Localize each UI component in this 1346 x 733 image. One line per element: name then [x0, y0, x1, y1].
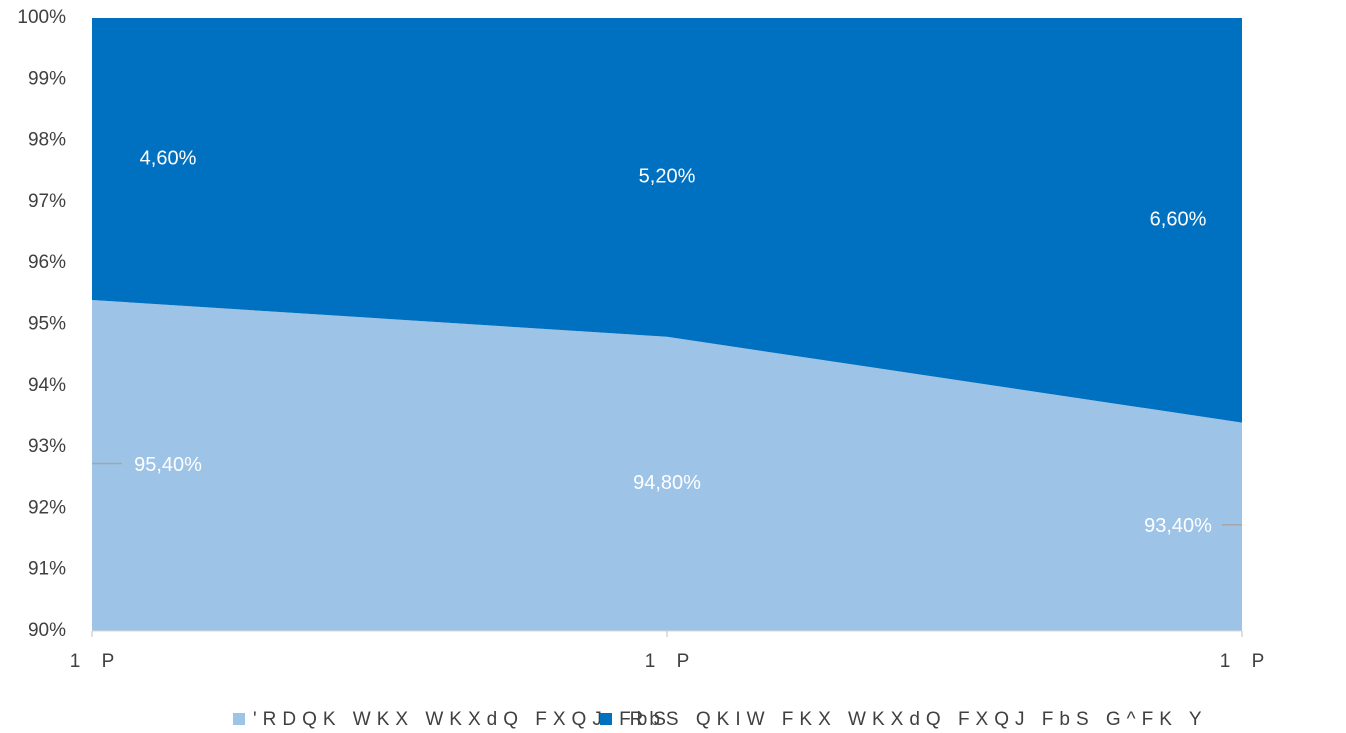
y-tick-label: 100%	[17, 7, 66, 28]
data-label: 95,40%	[134, 454, 202, 476]
area	[92, 18, 1242, 423]
data-label: 5,20%	[639, 166, 696, 188]
legend-swatch	[600, 713, 612, 725]
legend-swatch	[233, 713, 245, 725]
y-tick-label: 94%	[28, 375, 66, 396]
y-tick-label: 98%	[28, 130, 66, 151]
x-tick-label: 1 P	[70, 651, 123, 672]
y-tick-label: 96%	[28, 252, 66, 273]
data-label: 94,80%	[633, 472, 701, 494]
y-tick-label: 92%	[28, 497, 66, 518]
y-tick-label: 90%	[28, 620, 66, 641]
data-label: 6,60%	[1150, 209, 1207, 231]
data-label: 4,60%	[140, 147, 197, 169]
y-tick-label: 93%	[28, 436, 66, 457]
data-label: 93,40%	[1144, 515, 1212, 537]
legend-label: 'RbS QKIW FKX WKXdQ FXQJ FbS G^FK Y	[620, 709, 1208, 730]
y-tick-label: 97%	[28, 191, 66, 212]
x-tick-label: 1 P	[645, 651, 698, 672]
y-tick-label: 95%	[28, 314, 66, 335]
y-tick-label: 99%	[28, 68, 66, 89]
y-tick-label: 91%	[28, 559, 66, 580]
area	[92, 299, 1242, 631]
legend-label: 'RDQK WKX WKXdQ FXQJ FbS	[253, 709, 672, 730]
x-tick-label: 1 P	[1220, 651, 1273, 672]
